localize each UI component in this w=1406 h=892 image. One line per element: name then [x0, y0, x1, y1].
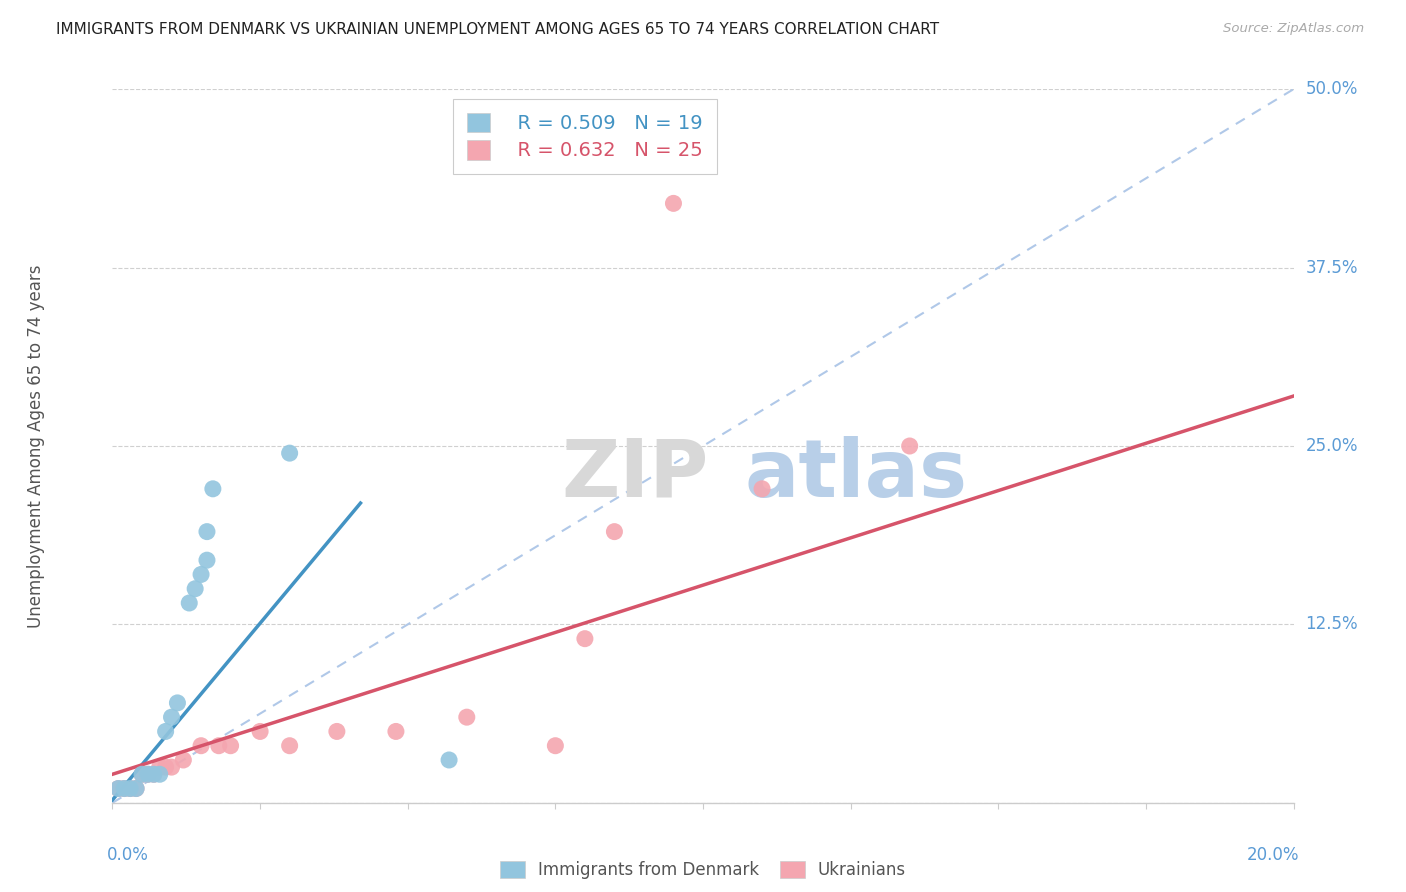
Point	[544, 739, 567, 753]
Point	[208, 739, 231, 753]
Point	[107, 781, 129, 796]
Point	[195, 553, 218, 567]
Point	[751, 482, 773, 496]
Point	[278, 446, 301, 460]
Legend: Immigrants from Denmark, Ukrainians: Immigrants from Denmark, Ukrainians	[492, 853, 914, 888]
Point	[195, 524, 218, 539]
Text: 25.0%: 25.0%	[1305, 437, 1358, 455]
Point	[179, 596, 201, 610]
Point	[190, 739, 212, 753]
Point	[112, 781, 135, 796]
Point	[107, 781, 129, 796]
Point	[184, 582, 207, 596]
Point	[131, 767, 153, 781]
Point	[155, 724, 177, 739]
Text: atlas: atlas	[744, 435, 967, 514]
Point	[125, 781, 148, 796]
Point	[142, 767, 165, 781]
Point	[131, 767, 153, 781]
Text: ZIP: ZIP	[561, 435, 709, 514]
Text: 20.0%: 20.0%	[1247, 846, 1299, 863]
Point	[219, 739, 242, 753]
Point	[662, 196, 685, 211]
Text: IMMIGRANTS FROM DENMARK VS UKRAINIAN UNEMPLOYMENT AMONG AGES 65 TO 74 YEARS CORR: IMMIGRANTS FROM DENMARK VS UKRAINIAN UNE…	[56, 22, 939, 37]
Point	[120, 781, 142, 796]
Point	[136, 767, 159, 781]
Point	[160, 710, 183, 724]
Point	[136, 767, 159, 781]
Point	[437, 753, 460, 767]
Text: Source: ZipAtlas.com: Source: ZipAtlas.com	[1223, 22, 1364, 36]
Text: 50.0%: 50.0%	[1305, 80, 1358, 98]
Point	[155, 760, 177, 774]
Point	[112, 781, 135, 796]
Point	[149, 760, 172, 774]
Point	[574, 632, 596, 646]
Text: Unemployment Among Ages 65 to 74 years: Unemployment Among Ages 65 to 74 years	[27, 264, 45, 628]
Point	[201, 482, 224, 496]
Point	[190, 567, 212, 582]
Point	[249, 724, 271, 739]
Point	[160, 760, 183, 774]
Point	[385, 724, 408, 739]
Text: 0.0%: 0.0%	[107, 846, 149, 863]
Point	[898, 439, 921, 453]
Point	[326, 724, 349, 739]
Point	[120, 781, 142, 796]
Point	[278, 739, 301, 753]
Point	[149, 767, 172, 781]
Text: 37.5%: 37.5%	[1305, 259, 1358, 277]
Point	[456, 710, 478, 724]
Point	[166, 696, 188, 710]
Point	[142, 767, 165, 781]
Point	[172, 753, 194, 767]
Point	[603, 524, 626, 539]
Point	[125, 781, 148, 796]
Text: 12.5%: 12.5%	[1305, 615, 1358, 633]
